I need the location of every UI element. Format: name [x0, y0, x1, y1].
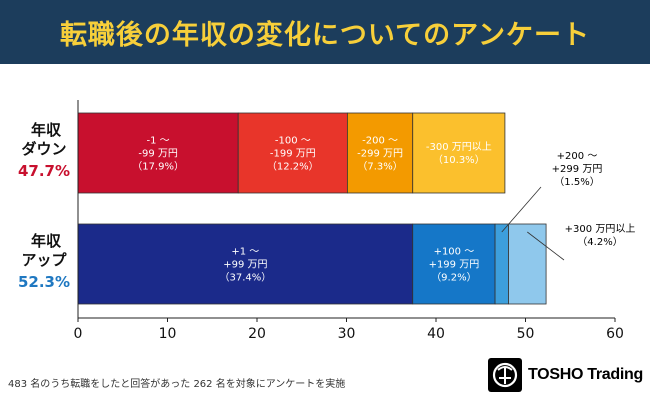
category-total: 52.3%: [18, 273, 70, 291]
category-total: 47.7%: [18, 162, 70, 180]
logo-text: TOSHO Trading: [528, 366, 643, 383]
category-label: アップ: [21, 251, 67, 269]
category-label: ダウン: [21, 140, 66, 158]
bar-segment: [412, 223, 496, 305]
data-label: +299 万円: [552, 164, 603, 175]
data-label: （12.2%）: [267, 161, 319, 173]
data-label: （10.3%）: [433, 154, 485, 166]
data-label: +100 ～: [434, 247, 475, 258]
data-label: （1.5%）: [554, 176, 599, 188]
x-tick-label: 10: [159, 326, 177, 342]
tosho-logo-icon: [488, 358, 522, 392]
data-label: （37.4%）: [219, 272, 271, 284]
data-label: （9.2%）: [431, 272, 476, 284]
data-label: -299 万円: [357, 149, 403, 160]
data-label: +300 万円以上: [565, 223, 636, 235]
bar-segment: [346, 112, 414, 194]
category-label: 年収: [31, 232, 62, 250]
chart-title: 転職後の年収の変化についてのアンケート: [59, 19, 591, 51]
x-tick-label: 0: [74, 326, 83, 342]
data-label: +199 万円: [429, 260, 480, 271]
x-tick-label: 40: [427, 326, 445, 342]
data-label: +1 ～: [231, 247, 259, 258]
data-label: （7.3%）: [357, 161, 402, 173]
bar-segment: [494, 223, 509, 305]
x-tick-label: 20: [248, 326, 266, 342]
data-label: -1 ～: [147, 136, 170, 147]
bar-segment: [412, 112, 506, 194]
x-tick-label: 30: [338, 326, 356, 342]
x-tick-label: 60: [606, 326, 624, 342]
data-label: -199 万円: [270, 149, 316, 160]
data-label: -100 ～: [275, 136, 311, 147]
bar-segment: [77, 112, 239, 194]
data-label: -200 ～: [362, 136, 398, 147]
category-label: 年収: [31, 121, 62, 139]
bar-segment: [77, 223, 414, 305]
bar-segment: [237, 112, 348, 194]
data-label: -300 万円以上: [426, 141, 492, 153]
company-logo: TOSHO Trading: [488, 358, 643, 392]
survey-footnote: 483 名のうち転職をしたと回答があった 262 名を対象にアンケートを実施: [8, 379, 346, 390]
data-label: -99 万円: [138, 149, 178, 160]
data-label: （4.2%）: [577, 236, 622, 248]
data-label: +99 万円: [223, 260, 267, 271]
title-banner: 転職後の年収の変化についてのアンケート: [0, 0, 650, 64]
data-label: （17.9%）: [132, 161, 184, 173]
leader-line: [527, 231, 565, 261]
x-tick-label: 50: [517, 326, 535, 342]
data-label: +200 ～: [557, 151, 598, 162]
bar-segment: [508, 223, 547, 305]
